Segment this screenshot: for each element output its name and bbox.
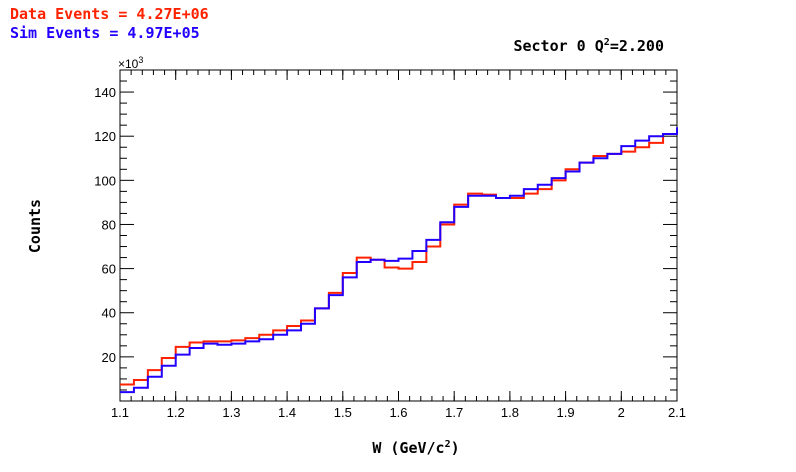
x-tick-label: 2 [618,405,625,420]
y-tick-label: 40 [102,306,116,321]
y-multiplier-label: ×103 [118,55,143,71]
x-axis-label: W (GeV/c2) [372,439,459,457]
data-events-label: Data Events = 4.27E+06 [10,5,209,23]
y-tick-label: 20 [102,350,116,365]
y-tick-label: 120 [94,129,116,144]
y-tick-label: 140 [94,85,116,100]
x-tick-label: 1.1 [111,405,129,420]
x-tick-label: 1.9 [557,405,575,420]
series-group [120,127,678,394]
x-tick-label: 2.1 [668,405,686,420]
sector-title: Sector 0 Q2=2.200 [513,37,664,55]
x-tick-label: 1.4 [278,405,296,420]
x-tick-label: 1.8 [501,405,519,420]
x-tick-label: 1.3 [222,405,240,420]
y-tick-label: 80 [102,217,116,232]
x-tick-label: 1.7 [445,405,463,420]
x-tick-label: 1.2 [167,405,185,420]
x-tick-label: 1.6 [389,405,407,420]
y-tick-label: 100 [94,173,116,188]
y-tick-label: 60 [102,262,116,277]
x-tick-label: 1.5 [334,405,352,420]
axis-ticks [119,70,678,401]
series-line-sim [120,127,678,394]
y-axis-label: Counts [26,199,44,253]
plot-frame [119,69,678,402]
axis-tick-labels: 1.1 1.2 1.3 1.4 1.5 1.6 1.7 1.8 1.9 2 2.1 20 40 60 80 1… [94,85,686,420]
sim-events-label: Sim Events = 4.97E+05 [10,24,200,42]
